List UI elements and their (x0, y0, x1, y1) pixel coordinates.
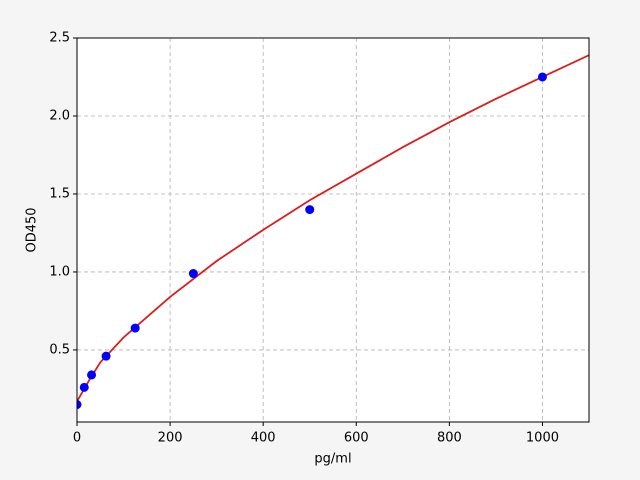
data-point (101, 351, 111, 361)
x-tick-label: 200 (158, 431, 183, 446)
y-axis-label: OD450 (25, 207, 40, 252)
x-axis-label: pg/ml (314, 452, 351, 467)
data-point (305, 205, 315, 215)
data-point (77, 400, 82, 410)
plot-area (77, 38, 589, 422)
x-tick-label: 1000 (526, 431, 559, 446)
data-point (79, 382, 89, 392)
x-tick-label: 800 (437, 431, 462, 446)
plot-frame (76, 37, 590, 423)
data-point (130, 323, 140, 333)
x-tick-label: 400 (251, 431, 276, 446)
y-tick-label: 2.5 (49, 31, 70, 46)
y-tick-label: 0.5 (49, 342, 70, 357)
data-point (188, 269, 198, 279)
y-tick-label: 1.5 (49, 186, 70, 201)
data-point (537, 72, 547, 82)
y-tick-label: 2.0 (49, 108, 70, 123)
x-tick-label: 0 (73, 431, 81, 446)
data-point (87, 370, 97, 380)
y-tick-label: 1.0 (49, 264, 70, 279)
x-tick-label: 600 (344, 431, 369, 446)
